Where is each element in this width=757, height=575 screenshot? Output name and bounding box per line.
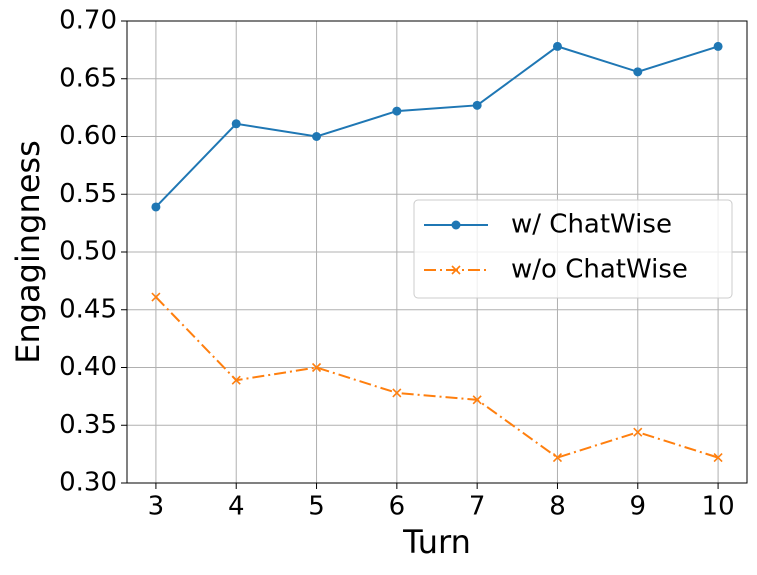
y-tick-label: 0.70 [59, 6, 117, 36]
x-tick-label: 8 [549, 492, 566, 522]
y-tick-label: 0.50 [59, 237, 117, 267]
data-point [392, 106, 402, 116]
data-point [552, 453, 563, 463]
x-tick-label: 9 [630, 492, 647, 522]
data-point [633, 67, 643, 77]
x-tick-label: 5 [308, 492, 325, 522]
legend-label: w/o ChatWise [511, 255, 688, 285]
legend-label: w/ ChatWise [511, 210, 672, 240]
x-tick-label: 10 [702, 492, 735, 522]
y-axis-label: Engagingness [9, 140, 47, 364]
data-point [231, 119, 241, 129]
data-point [151, 202, 161, 212]
y-tick-label: 0.60 [59, 121, 117, 151]
x-tick-label: 7 [469, 492, 486, 522]
y-tick-label: 0.30 [59, 468, 117, 498]
legend-marker [451, 265, 461, 275]
y-tick-label: 0.35 [59, 410, 117, 440]
y-tick-label: 0.65 [59, 63, 117, 93]
series-line [155, 45, 719, 208]
data-point [633, 427, 643, 437]
x-axis-label: Turn [402, 523, 471, 561]
data-point [472, 100, 482, 110]
data-point [552, 41, 562, 51]
y-tick-label: 0.55 [59, 179, 117, 209]
series-line [155, 296, 719, 459]
y-tick-label: 0.45 [59, 294, 117, 324]
x-tick-label: 4 [228, 492, 245, 522]
x-tick-label: 3 [148, 492, 165, 522]
legend-box [413, 199, 733, 299]
data-point [392, 388, 402, 398]
x-tick-label: 6 [389, 492, 406, 522]
plot-frame [126, 20, 748, 484]
data-point [151, 292, 161, 302]
data-point [311, 362, 322, 373]
data-point [312, 132, 322, 141]
data-point [231, 375, 241, 385]
data-point [713, 41, 723, 51]
data-point [472, 395, 482, 405]
legend-marker [451, 220, 461, 230]
y-tick-label: 0.40 [59, 352, 117, 382]
data-point [713, 453, 723, 463]
